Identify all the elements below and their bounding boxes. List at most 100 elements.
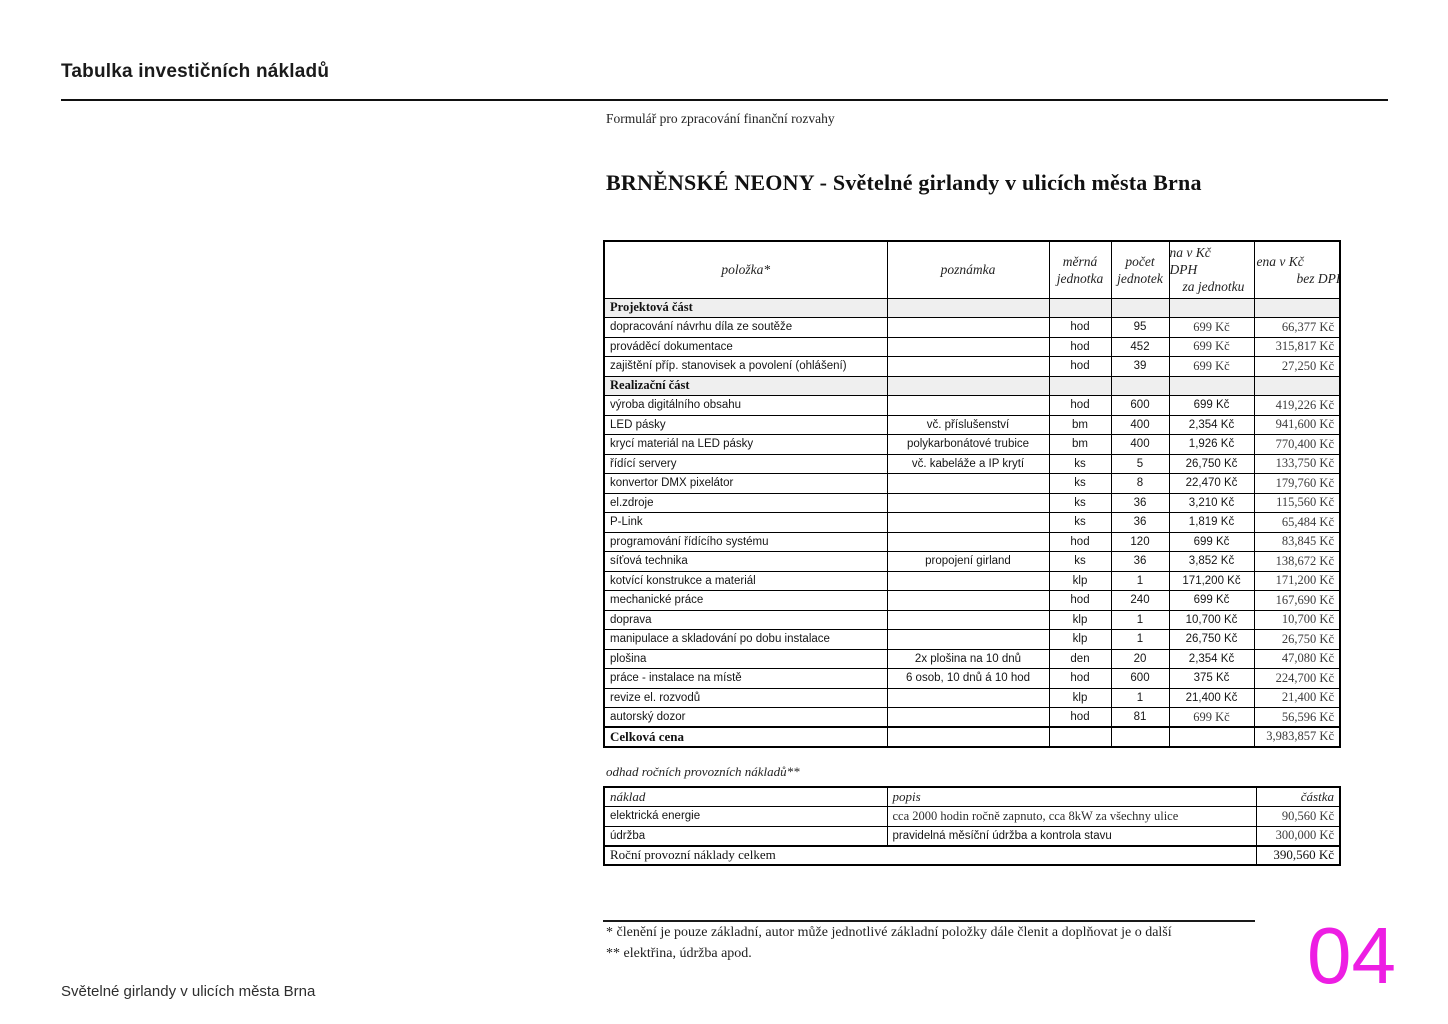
column-header-line: jednotka: [1056, 270, 1104, 286]
cell-total: 65,484 Kč: [1253, 512, 1341, 533]
cell-note: [886, 356, 1050, 377]
column-header-line: poznámka: [940, 262, 996, 278]
section-row: Realizační část: [603, 375, 1341, 396]
cell-count: 452: [1110, 336, 1170, 357]
form-label: Formulář pro zpracování finanční rozvahy: [606, 111, 835, 126]
cell-count: 400: [1110, 414, 1170, 435]
cell-note: [886, 395, 1050, 416]
cost-row: dopracování návrhu díla ze soutěže hod 95 6…: [603, 317, 1341, 338]
cell-unit: hod: [1048, 590, 1112, 611]
cell-item: práce - instalace na místě: [603, 668, 888, 689]
cell-unit-price: 171,200 Kč: [1168, 570, 1255, 591]
cell-unit-price: 375 Kč: [1168, 668, 1255, 689]
cost-table-body: Projektová část dopracování návrhu díla z…: [603, 297, 1341, 748]
cell-unit: [1048, 726, 1112, 748]
cell-count: 95: [1110, 317, 1170, 338]
cell-unit-price: 699 Kč: [1168, 590, 1255, 611]
cell-total: 21,400 Kč: [1253, 687, 1341, 708]
cell-unit: bm: [1048, 434, 1112, 455]
cell-unit-price: [1168, 297, 1255, 318]
operating-total-row: Roční provozní náklady celkem 390,560 Kč: [603, 844, 1341, 866]
cost-row: plošina 2x plošina na 10 dnů den 20 2,354 Kč…: [603, 648, 1341, 669]
cell-unit: klp: [1048, 687, 1112, 708]
cell-count: 600: [1110, 668, 1170, 689]
cell-unit-price: 699 Kč: [1168, 356, 1255, 377]
cell-total: 315,817 Kč: [1253, 336, 1341, 357]
cell-item: plošina: [603, 648, 888, 669]
operating-cost-table: náklad popis částka elektrická energie cca …: [603, 786, 1341, 866]
column-header-line: bez DPH: [1296, 270, 1340, 286]
cell-note: [886, 609, 1050, 630]
cell-item: zajištění příp. stanovisek a povolení (o…: [603, 356, 888, 377]
cell-count: [1110, 726, 1170, 748]
cost-row: práce - instalace na místě 6 osob, 10 dnů…: [603, 668, 1341, 689]
column-header: položka*: [603, 240, 888, 299]
cell-unit: ks: [1048, 492, 1112, 513]
operating-column-header: náklad: [603, 786, 888, 807]
cell-item: manipulace a skladování po dobu instalac…: [603, 629, 888, 650]
cell-item: mechanické práce: [603, 590, 888, 611]
section-row: Projektová část: [603, 297, 1341, 318]
column-header-line: na v Kč: [1169, 245, 1211, 261]
cell-count: 400: [1110, 434, 1170, 455]
footer-project-title: Světelné girlandy v ulicích města Brna: [61, 983, 316, 1000]
cell-operating-cost: údržba: [603, 825, 888, 846]
cell-unit-price: 3,210 Kč: [1168, 492, 1255, 513]
cell-item: konvertor DMX pixelátor: [603, 473, 888, 494]
operating-column-header: popis: [886, 786, 1257, 807]
cell-item: kotvící konstrukce a materiál: [603, 570, 888, 591]
cell-unit-price: 1,819 Kč: [1168, 512, 1255, 533]
cell-count: 1: [1110, 570, 1170, 591]
cell-total: 83,845 Kč: [1253, 531, 1341, 552]
cell-note: [886, 570, 1050, 591]
cell-count: 36: [1110, 512, 1170, 533]
cell-unit-price: 2,354 Kč: [1168, 648, 1255, 669]
column-header-line: DPH: [1169, 262, 1198, 278]
cost-row: síťová technika propojení girland ks 36 3,85…: [603, 551, 1341, 572]
cell-total: 26,750 Kč: [1253, 629, 1341, 650]
cost-row: prováděcí dokumentace hod 452 699 Kč 315,817…: [603, 336, 1341, 357]
cell-total: 179,760 Kč: [1253, 473, 1341, 494]
cell-unit: hod: [1048, 356, 1112, 377]
cell-operating-desc: pravidelná měsíční údržba a kontrola sta…: [886, 825, 1257, 846]
cell-note: 2x plošina na 10 dnů: [886, 648, 1050, 669]
column-header-line: za jednotku: [1182, 279, 1245, 295]
cell-unit: den: [1048, 648, 1112, 669]
cell-total: [1253, 375, 1341, 396]
cell-unit: hod: [1048, 531, 1112, 552]
cell-unit-price: 699 Kč: [1168, 317, 1255, 338]
cost-row: zajištění příp. stanovisek a povolení (o…: [603, 356, 1341, 377]
cost-row: autorský dozor hod 81 699 Kč 56,596 Kč: [603, 707, 1341, 728]
cell-item: výroba digitálního obsahu: [603, 395, 888, 416]
cell-unit: hod: [1048, 668, 1112, 689]
cell-unit-price: 699 Kč: [1168, 336, 1255, 357]
document-title: BRNĚNSKÉ NEONY - Světelné girlandy v uli…: [606, 170, 1202, 195]
cell-unit: hod: [1048, 707, 1112, 728]
cell-note: [886, 297, 1050, 318]
operating-column-header: částka: [1255, 786, 1341, 807]
page-number: 04: [1307, 911, 1396, 1000]
cell-unit-price: [1168, 726, 1255, 748]
cell-unit: ks: [1048, 551, 1112, 572]
cell-operating-label: Roční provozní náklady celkem: [603, 844, 1257, 866]
column-header-line: měrná: [1062, 253, 1098, 269]
column-header: počet jednotek: [1110, 240, 1170, 299]
operating-table-header: náklad popis částka: [603, 786, 1341, 807]
cost-row: doprava klp 1 10,700 Kč 10,700 Kč: [603, 609, 1341, 630]
cell-note: [886, 629, 1050, 650]
cost-row: LED pásky vč. příslušenství bm 400 2,354 Kč 9…: [603, 414, 1341, 435]
cell-item: programování řídícího systému: [603, 531, 888, 552]
cell-count: 240: [1110, 590, 1170, 611]
cell-note: [886, 336, 1050, 357]
cell-count: 39: [1110, 356, 1170, 377]
cell-note: [886, 687, 1050, 708]
cell-item: krycí materiál na LED pásky: [603, 434, 888, 455]
cost-table-header: položka* poznámka měrná jednotka počet jednot…: [603, 240, 1341, 299]
cell-note: [886, 726, 1050, 748]
cell-count: [1110, 297, 1170, 318]
cell-operating-cost: elektrická energie: [603, 806, 888, 827]
cell-unit: hod: [1048, 395, 1112, 416]
cell-item: Realizační část: [603, 375, 888, 396]
cost-row: výroba digitálního obsahu hod 600 699 Kč 419…: [603, 395, 1341, 416]
